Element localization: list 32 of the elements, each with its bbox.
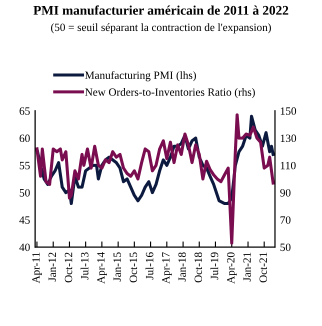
x-tick-label: Jan-21 [243, 252, 251, 282]
x-tick-label: Apr-14 [97, 252, 107, 284]
x-tick-label: Jul-13 [80, 252, 88, 280]
x-tick-label: Apr-20 [227, 252, 237, 284]
x-tick-label: Jul-16 [146, 252, 154, 280]
y-tick-label: 60 [20, 134, 30, 142]
line-series [35, 113, 275, 245]
chart-title: PMI manufacturier américain de 2011 à 2022 [33, 5, 288, 15]
x-tick-label: Jan-18 [178, 252, 186, 282]
chart-subtitle: (50 = seuil séparant la contraction de l'expansion) [51, 23, 271, 34]
x-tick-label: Oct-15 [130, 252, 138, 282]
y-tick-label: 50 [20, 189, 30, 197]
y-tick-label: 40 [19, 244, 30, 252]
x-tick-label: Oct-21 [260, 252, 267, 282]
y2-tick-label: 130 [280, 134, 296, 142]
legend-label: Manufacturing PMI (lhs) [85, 71, 196, 82]
x-tick-label: Oct-12 [64, 252, 72, 282]
x-tick-label: Jul-19 [210, 252, 218, 280]
x-tick-label: Jan-12 [48, 252, 56, 282]
x-tick-label: Apr-11 [32, 252, 42, 284]
x-tick-label: Apr-17 [162, 252, 172, 284]
x-tick-label: Oct-18 [194, 252, 202, 282]
y2-tick-label: 110 [280, 162, 296, 170]
y2-tick-label: 50 [280, 244, 291, 252]
y2-tick-label: 70 [280, 216, 291, 224]
y-tick-label: 65 [20, 107, 30, 115]
y-tick-label: 55 [20, 162, 30, 170]
y-tick-label: 45 [19, 216, 30, 224]
legend-label: New Orders-to-Inventories Ratio (rhs) [85, 88, 255, 98]
y2-tick-label: 90 [280, 189, 291, 197]
y2-tick-label: 150 [280, 107, 296, 115]
x-tick-label: Jan-15 [114, 252, 121, 282]
